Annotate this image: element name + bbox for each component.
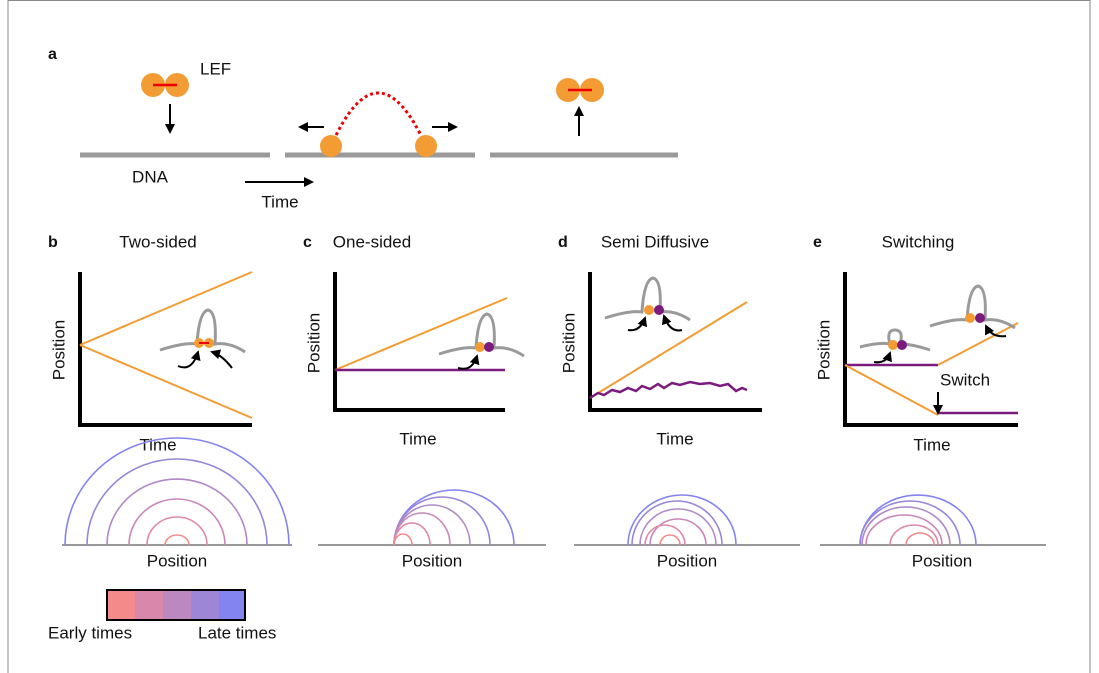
shape	[135, 590, 163, 620]
shape	[329, 91, 428, 147]
x-label: Time	[656, 429, 693, 448]
shape	[844, 364, 939, 416]
shape	[210, 349, 233, 369]
frame	[7, 0, 1091, 673]
panel-title: Switching	[882, 232, 955, 251]
x-label: Time	[913, 435, 950, 454]
arc-axis-label: Position	[402, 551, 462, 570]
panel-d: d Semi Diffusive Position Time Position	[558, 232, 800, 570]
shape	[589, 380, 748, 400]
shape	[334, 297, 508, 371]
shape	[457, 354, 480, 370]
y-label: Position	[559, 313, 578, 373]
shape	[320, 135, 342, 157]
panel-title: Two-sided	[119, 232, 196, 251]
shape	[661, 314, 683, 332]
shape	[177, 350, 201, 369]
shape	[631, 500, 723, 546]
shape	[649, 518, 707, 546]
shape	[627, 316, 648, 332]
shape	[897, 340, 907, 350]
shape	[905, 532, 935, 546]
shape	[128, 498, 226, 546]
shape	[106, 589, 246, 621]
lef-label: LEF	[200, 59, 231, 78]
annotation: Switch	[940, 370, 990, 389]
x-label: Time	[399, 429, 436, 448]
shape	[86, 458, 268, 546]
shape	[64, 437, 290, 546]
panel-letter: b	[48, 234, 58, 251]
shape	[654, 305, 664, 315]
panel-letter: e	[813, 234, 822, 251]
shape	[644, 524, 686, 546]
shape	[861, 506, 951, 546]
shape	[484, 342, 494, 352]
shape	[191, 590, 219, 620]
shape	[163, 590, 191, 620]
arc-axis-label: Position	[657, 551, 717, 570]
shape	[333, 272, 505, 412]
shape	[78, 272, 252, 427]
shape	[106, 478, 248, 546]
shape	[393, 496, 491, 546]
shape	[219, 590, 245, 620]
shape	[659, 534, 681, 546]
panel-title: Semi Diffusive	[601, 232, 709, 251]
shape	[859, 500, 961, 546]
time-label: Time	[261, 192, 298, 211]
dna-label: DNA	[132, 167, 169, 186]
shape	[164, 534, 190, 546]
shape	[873, 351, 892, 364]
shape	[937, 322, 1019, 366]
y-label: Position	[49, 320, 68, 380]
panel-a: a LEF DNA Time	[48, 46, 678, 211]
panel-title: One-sided	[333, 232, 411, 251]
shape	[644, 305, 654, 315]
shape	[843, 272, 1018, 427]
shape	[415, 135, 437, 157]
shape	[639, 508, 717, 546]
shape	[79, 344, 253, 419]
panel-letter: a	[48, 46, 57, 63]
arc-axis-label: Position	[912, 551, 972, 570]
shape	[589, 301, 748, 399]
shape	[889, 524, 939, 546]
legend: Early times Late times	[48, 589, 276, 642]
shape	[888, 340, 898, 350]
shape	[627, 494, 737, 546]
arc-axis-label: Position	[147, 551, 207, 570]
shape	[393, 512, 451, 546]
y-label: Position	[304, 313, 323, 373]
shape	[393, 522, 431, 546]
y-label: Position	[814, 320, 833, 380]
panel-c: c One-sided Position Time Position	[303, 232, 546, 570]
legend-late: Late times	[198, 623, 276, 642]
shape	[865, 514, 943, 546]
shape	[588, 272, 762, 412]
shape	[859, 328, 931, 352]
panel-b: b Two-sided Position Time Position	[48, 232, 292, 570]
panel-letter: c	[303, 234, 312, 251]
shape	[975, 313, 985, 323]
shape	[475, 342, 485, 352]
legend-early: Early times	[48, 623, 132, 642]
x-label: Time	[139, 435, 176, 454]
shape	[985, 324, 1007, 338]
shape	[965, 313, 975, 323]
panel-e: e Switching Position Time Switch Positio…	[813, 232, 1046, 570]
shape	[107, 590, 135, 620]
shape	[79, 271, 253, 346]
shape	[393, 533, 413, 546]
shape	[146, 516, 208, 546]
panel-letter: d	[558, 234, 568, 251]
